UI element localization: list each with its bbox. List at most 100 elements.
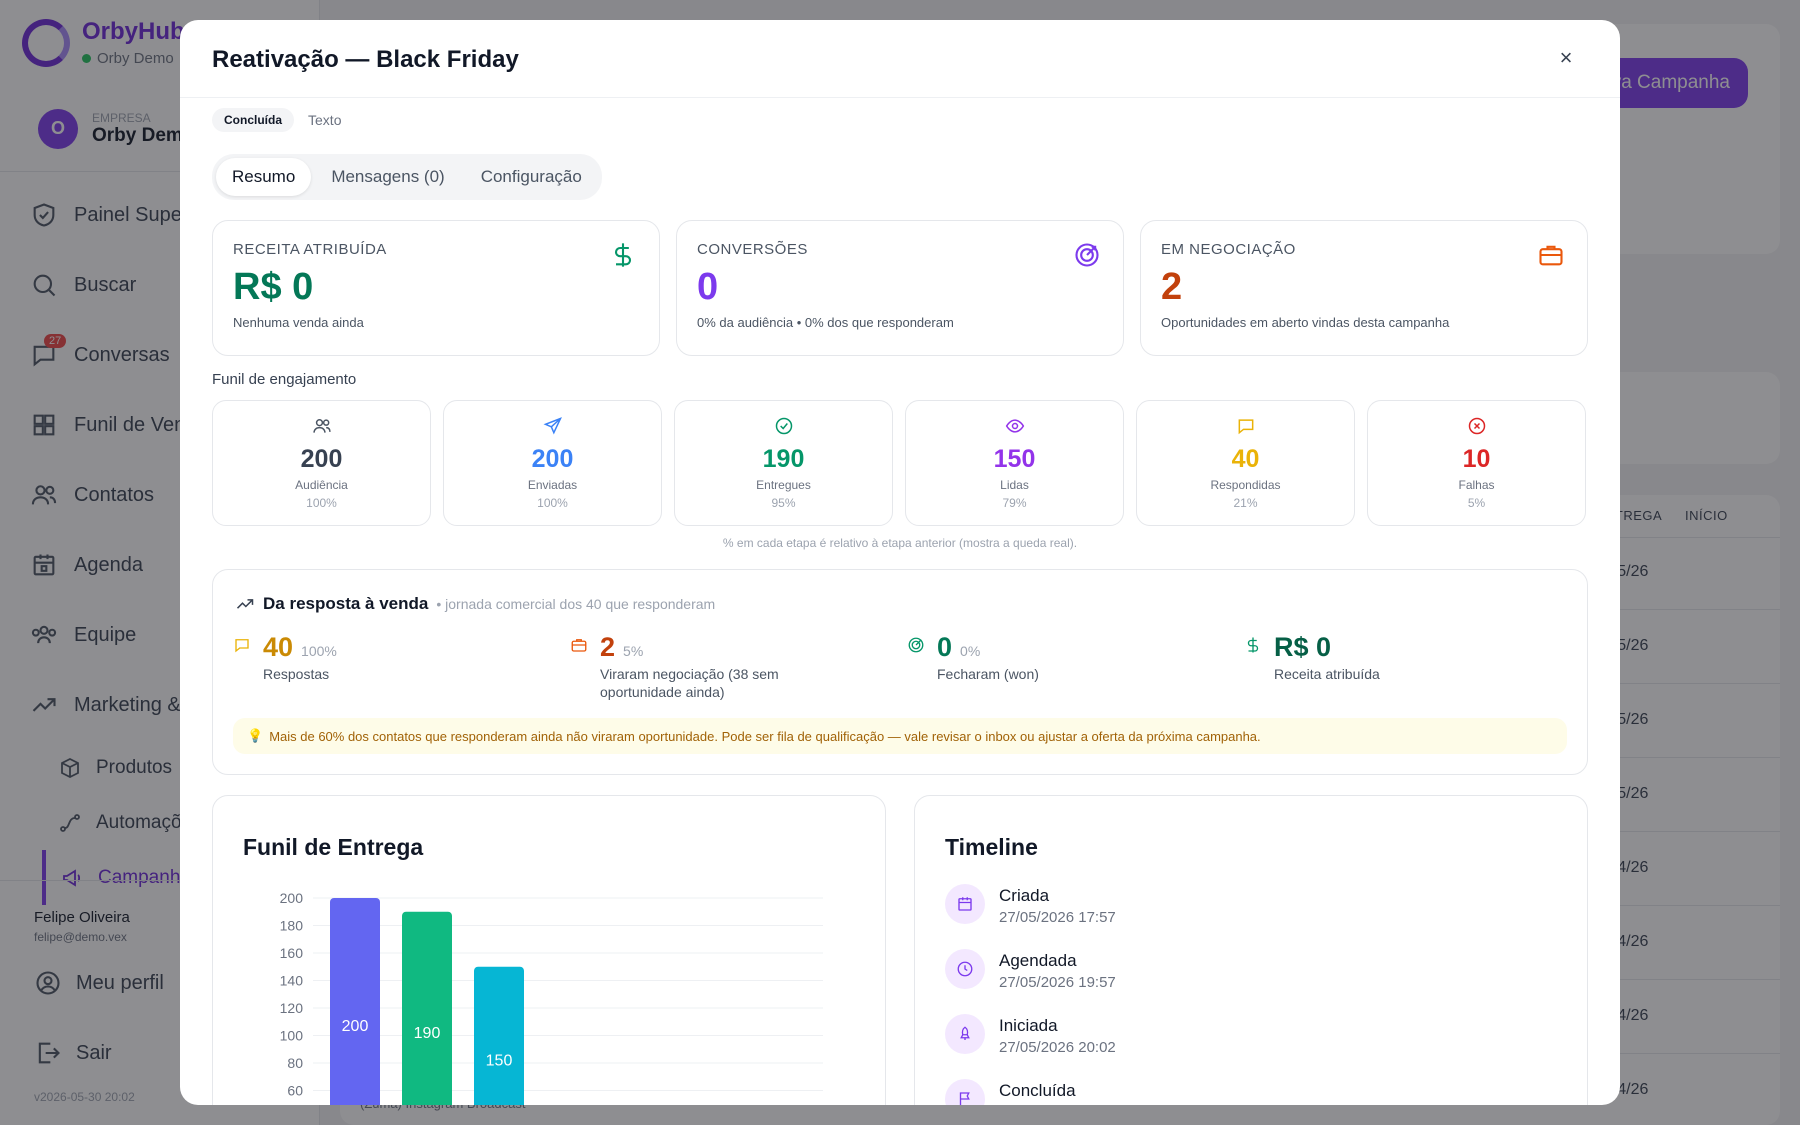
journey-stat-value: R$ 0 bbox=[1274, 632, 1332, 662]
dollar-icon bbox=[614, 243, 632, 267]
funnel-pct: 5% bbox=[1467, 496, 1486, 510]
funnel-card-enviadas: 200 Enviadas 100% bbox=[443, 400, 662, 526]
modal-tabs: Resumo Mensagens (0) Configuração bbox=[212, 154, 602, 200]
flag-icon bbox=[945, 1079, 985, 1105]
target-icon bbox=[908, 637, 924, 653]
send-icon bbox=[543, 417, 562, 435]
funnel-value: 190 bbox=[762, 445, 805, 473]
delivery-funnel-chart: 60 80 100 120 140 160 180 200 200 190 150 bbox=[280, 890, 823, 1105]
kpi-label: EM NEGOCIAÇÃO bbox=[1161, 241, 1296, 258]
journey-alert: 💡 Mais de 60% dos contatos que responder… bbox=[233, 718, 1567, 754]
timeline-item-concluida: Concluída bbox=[945, 1079, 1076, 1105]
y-tick-label: 140 bbox=[280, 973, 304, 989]
message-icon bbox=[1238, 419, 1253, 435]
y-tick-label: 180 bbox=[280, 918, 304, 934]
tab-configuracao[interactable]: Configuração bbox=[480, 167, 582, 186]
funnel-value: 10 bbox=[1462, 445, 1491, 473]
funnel-pct: 100% bbox=[306, 496, 337, 510]
funnel-card-audiencia: 200 Audiência 100% bbox=[212, 400, 431, 526]
target-icon bbox=[1075, 243, 1099, 267]
dollar-icon bbox=[1247, 637, 1259, 653]
bar-data-label: 190 bbox=[414, 1025, 441, 1042]
trending-up-icon bbox=[236, 599, 254, 609]
timeline-label: Agendada bbox=[999, 951, 1077, 970]
lightbulb-icon: 💡 bbox=[247, 728, 264, 743]
kpi-value: 2 bbox=[1161, 266, 1183, 308]
journey-title: Da resposta à venda bbox=[263, 594, 429, 613]
kpi-conversoes: CONVERSÕES 0 0% da audiência • 0% dos qu… bbox=[676, 220, 1124, 356]
journey-stat-pct: 100% bbox=[301, 643, 337, 659]
timeline-title: Timeline bbox=[945, 834, 1038, 860]
tab-resumo[interactable]: Resumo bbox=[216, 158, 312, 196]
briefcase-icon bbox=[571, 639, 587, 652]
timeline-label: Iniciada bbox=[999, 1016, 1058, 1035]
journey-stat-fecharam: 0 0% Fecharam (won) bbox=[907, 632, 1187, 683]
funnel-card-lidas: 150 Lidas 79% bbox=[905, 400, 1124, 526]
funnel-pct: 79% bbox=[1002, 496, 1027, 510]
check-circle-icon bbox=[775, 417, 792, 435]
tab-mensagens[interactable]: Mensagens (0) bbox=[331, 167, 445, 186]
kpi-negociacao: EM NEGOCIAÇÃO 2 Oportunidades em aberto … bbox=[1140, 220, 1588, 356]
x-circle-icon bbox=[1468, 417, 1485, 435]
funnel-name: Entregues bbox=[756, 478, 811, 492]
journey-alert-text: Mais de 60% dos contatos que responderam… bbox=[269, 728, 1261, 744]
funnel-name: Enviadas bbox=[527, 478, 578, 492]
funnel-pct: 21% bbox=[1233, 496, 1258, 510]
funnel-pct: 95% bbox=[771, 496, 796, 510]
campaign-detail-modal: Reativação — Black Friday × Concluída Te… bbox=[180, 20, 1620, 1105]
bar-enviadas[interactable] bbox=[330, 898, 380, 1105]
funnel-value: 150 bbox=[993, 445, 1036, 473]
calendar-icon bbox=[945, 884, 985, 924]
journey-stat-pct: 5% bbox=[623, 643, 644, 659]
kpi-receita: RECEITA ATRIBUÍDA R$ 0 Nenhuma venda ain… bbox=[212, 220, 660, 356]
bar-lidas[interactable] bbox=[474, 966, 524, 1105]
close-icon[interactable]: × bbox=[1559, 45, 1573, 70]
delivery-funnel-title: Funil de Entrega bbox=[243, 834, 424, 860]
y-tick-label: 100 bbox=[280, 1028, 304, 1044]
kpi-sub: Nenhuma venda ainda bbox=[233, 315, 364, 330]
y-tick-label: 200 bbox=[280, 890, 304, 906]
journey-stat-respostas: 40 100% Respostas bbox=[233, 632, 513, 683]
funnel-note: % em cada etapa é relativo à etapa anter… bbox=[722, 536, 1078, 550]
eye-icon bbox=[1005, 419, 1024, 433]
journey-stat-label: Receita atribuída bbox=[1274, 666, 1380, 682]
funnel-card-respondidas: 40 Respondidas 21% bbox=[1136, 400, 1355, 526]
bar-entregues[interactable] bbox=[402, 911, 452, 1105]
y-tick-label: 80 bbox=[287, 1055, 303, 1071]
kpi-label: RECEITA ATRIBUÍDA bbox=[233, 241, 387, 258]
bar-data-label: 150 bbox=[486, 1052, 513, 1069]
briefcase-icon bbox=[1539, 245, 1563, 266]
funnel-name: Lidas bbox=[1000, 478, 1029, 492]
journey-stat-value: 0 bbox=[937, 632, 953, 662]
y-tick-label: 60 bbox=[287, 1083, 303, 1099]
timeline-date: 27/05/2026 19:57 bbox=[999, 974, 1116, 991]
timeline-card: Timeline Criada 27/05/2026 17:57 Agendada… bbox=[914, 795, 1588, 1105]
modal-title: Reativação — Black Friday bbox=[212, 46, 519, 73]
kpi-value: 0 bbox=[697, 266, 719, 308]
delivery-funnel-card: Funil de Entrega 60 80 100 120 140 160 180 200 2… bbox=[212, 795, 886, 1105]
y-tick-label: 120 bbox=[280, 1000, 304, 1016]
timeline-label: Concluída bbox=[999, 1081, 1076, 1100]
journey-stat-label: Viraram negociação (38 sem oportunidade … bbox=[600, 666, 779, 700]
timeline-item-agendada: Agendada 27/05/2026 19:57 bbox=[945, 949, 1116, 991]
funnel-name: Falhas bbox=[1458, 478, 1495, 492]
funnel-value: 200 bbox=[300, 445, 343, 473]
message-icon bbox=[235, 639, 249, 653]
clock-icon bbox=[945, 949, 985, 989]
funnel-section-label: Funil de engajamento bbox=[212, 371, 357, 388]
rocket-icon bbox=[945, 1014, 985, 1054]
funnel-name: Audiência bbox=[295, 478, 348, 492]
kpi-sub: 0% da audiência • 0% dos que responderam bbox=[697, 315, 954, 330]
funnel-pct: 100% bbox=[537, 496, 568, 510]
bar-data-label: 200 bbox=[342, 1018, 369, 1035]
modal-header: Reativação — Black Friday × bbox=[180, 20, 1620, 98]
journey-stat-value: 2 bbox=[600, 632, 616, 662]
funnel-name: Respondidas bbox=[1210, 478, 1281, 492]
sales-journey-card: Da resposta à venda • jornada comercial … bbox=[212, 569, 1588, 775]
campaign-tags: Concluída Texto bbox=[212, 108, 341, 132]
funnel-value: 200 bbox=[531, 445, 574, 473]
timeline-date: 27/05/2026 20:02 bbox=[999, 1039, 1116, 1056]
journey-stat-value: 40 bbox=[263, 632, 294, 662]
y-tick-label: 160 bbox=[280, 945, 304, 961]
kpi-sub: Oportunidades em aberto vindas desta cam… bbox=[1161, 315, 1450, 330]
